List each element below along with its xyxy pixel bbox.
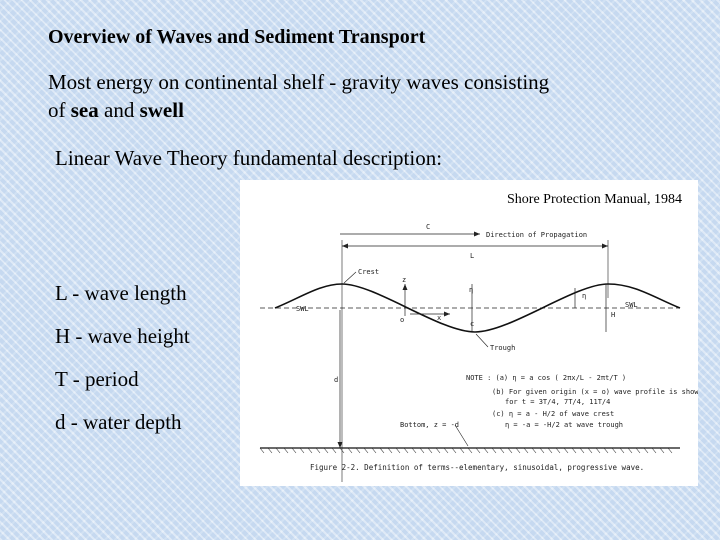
definition-water-depth: d - water depth: [55, 410, 182, 434]
trough-c-label: c: [470, 320, 474, 328]
intro-sea: sea: [70, 98, 99, 122]
swl-left-label: SWL: [296, 305, 309, 313]
x-axis-arrow: [444, 311, 450, 317]
direction-label: Direction of Propagation: [486, 231, 587, 239]
trough-label: Trough: [490, 344, 515, 352]
definitions-list: L - wave length H - wave height T - peri…: [55, 272, 190, 444]
intro-line-2-prefix: of: [48, 98, 71, 122]
intro-line-1: Most energy on continental shelf - gravi…: [48, 70, 550, 94]
slide-title: Overview of Waves and Sediment Transport: [48, 26, 426, 48]
wave-profile: [274, 283, 681, 333]
note-b-times: for t = 3T/4, 7T/4, 11T/4: [505, 398, 610, 406]
crest-label: Crest: [358, 268, 379, 276]
wave-definition-figure: Shore Protection Manual, 1984 C Directio…: [240, 180, 698, 486]
subheading: Linear Wave Theory fundamental descripti…: [55, 146, 443, 170]
definition-period: T - period: [55, 367, 139, 391]
definition-wave-length: L - wave length: [55, 281, 187, 305]
note-a: NOTE : (a) η = a cos ( 2πx/L - 2πt/T ): [466, 374, 626, 382]
origin-label: o: [400, 316, 404, 324]
definition-wave-height: H - wave height: [55, 324, 190, 348]
eta-right-label: η: [582, 292, 586, 300]
intro-paragraph: Most energy on continental shelf - gravi…: [48, 68, 668, 124]
trough-pointer: [475, 333, 489, 348]
note-b: (b) For given origin (x = o) wave profil…: [492, 388, 698, 396]
eta-axis-label: η: [469, 286, 473, 294]
bottom-label: Bottom, z = -d: [400, 421, 459, 429]
celerity-arrow-head: [474, 231, 480, 237]
figure-caption: Figure 2-2. Definition of terms--element…: [310, 463, 644, 472]
celerity-label: C: [426, 223, 430, 231]
crest-pointer: [343, 271, 357, 284]
wave-diagram: C Direction of Propagation L SWL SWL Cre…: [259, 223, 698, 482]
wavelength-arrow-right: [602, 243, 608, 249]
z-axis-arrow: [402, 284, 408, 290]
note-c: (c) η = a - H/2 of wave crest: [492, 410, 614, 418]
figure-source: Shore Protection Manual, 1984: [507, 192, 682, 207]
depth-label: d: [334, 376, 338, 384]
z-label: z: [402, 276, 406, 284]
x-label: x: [437, 314, 441, 322]
swl-right-label: SWL: [625, 301, 638, 309]
wavelength-label: L: [470, 252, 474, 260]
wavelength-arrow-left: [342, 243, 348, 249]
intro-swell: swell: [139, 98, 184, 122]
bottom-pointer: [454, 424, 469, 447]
height-label: H: [611, 311, 615, 319]
note-c-trough: η = -a = -H/2 at wave trough: [505, 421, 623, 429]
depth-arrow: [337, 442, 343, 448]
intro-and: and: [98, 98, 140, 122]
seabed-hatching: [259, 447, 673, 454]
